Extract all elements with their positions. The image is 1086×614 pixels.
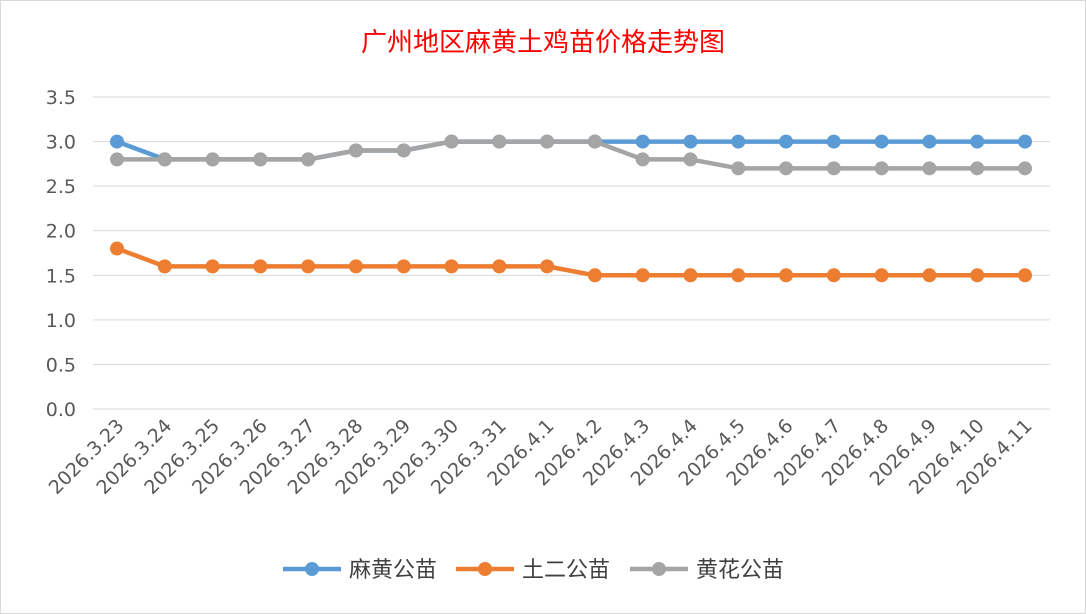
- data-point: [826, 134, 841, 149]
- data-point: [444, 134, 459, 149]
- data-point: [683, 134, 698, 149]
- data-point: [970, 134, 985, 149]
- data-point: [970, 268, 985, 283]
- data-point: [348, 143, 363, 158]
- x-axis-ticks: 2026.3.232026.3.242026.3.252026.3.262026…: [45, 415, 1037, 499]
- data-point: [635, 152, 650, 167]
- y-tick-label: 3.0: [46, 132, 76, 154]
- data-point: [922, 161, 937, 176]
- data-point: [635, 268, 650, 283]
- data-point: [826, 268, 841, 283]
- data-point: [683, 268, 698, 283]
- data-point: [731, 161, 746, 176]
- y-tick-label: 0.5: [46, 354, 76, 376]
- y-tick-label: 1.0: [46, 310, 76, 332]
- data-point: [444, 259, 459, 274]
- y-tick-label: 1.5: [46, 265, 76, 287]
- chart-title: 广州地区麻黄土鸡苗价格走势图: [360, 28, 725, 58]
- data-point: [1018, 161, 1032, 176]
- data-point: [1018, 134, 1032, 149]
- series-2: [110, 241, 1032, 283]
- data-point: [779, 134, 794, 149]
- data-point: [110, 134, 124, 149]
- data-point: [731, 134, 746, 149]
- data-point: [970, 161, 985, 176]
- data-point: [587, 268, 602, 283]
- data-point: [874, 268, 889, 283]
- series-line: [114, 139, 1028, 171]
- data-point: [110, 152, 124, 167]
- data-point: [492, 134, 507, 149]
- data-point: [540, 134, 555, 149]
- data-point: [1018, 268, 1032, 283]
- data-point: [779, 268, 794, 283]
- data-point: [635, 134, 650, 149]
- data-point: [301, 259, 316, 274]
- legend: 麻黄公苗 土二公苗 黄花公苗: [283, 558, 784, 583]
- legend-label: 土二公苗: [522, 558, 610, 583]
- data-point: [587, 134, 602, 149]
- data-point: [874, 134, 889, 149]
- data-point: [157, 152, 172, 167]
- data-point: [205, 152, 220, 167]
- series-line: [114, 139, 1028, 162]
- data-point: [874, 161, 889, 176]
- legend-swatch-marker: [305, 562, 319, 576]
- y-axis-ticks: 0.0 0.5 1.0 1.5 2.0 2.5 3.0 3.5: [46, 87, 76, 421]
- y-tick-label: 2.0: [46, 221, 76, 243]
- data-point: [540, 259, 555, 274]
- data-point: [922, 134, 937, 149]
- data-point: [205, 259, 220, 274]
- legend-swatch-marker: [652, 562, 666, 576]
- y-tick-label: 0.0: [46, 399, 76, 421]
- data-point: [396, 143, 411, 158]
- data-point: [348, 259, 363, 274]
- series-line: [114, 246, 1028, 278]
- y-tick-label: 2.5: [46, 176, 76, 198]
- legend-item: 麻黄公苗: [283, 558, 437, 583]
- series-3: [110, 134, 1032, 176]
- y-tick-label: 3.5: [46, 87, 76, 109]
- data-point: [110, 241, 124, 256]
- data-point: [779, 161, 794, 176]
- legend-label: 麻黄公苗: [349, 558, 437, 583]
- data-point: [157, 259, 172, 274]
- legend-item: 黄花公苗: [630, 558, 784, 583]
- data-point: [253, 259, 268, 274]
- data-point: [826, 161, 841, 176]
- data-point: [396, 259, 411, 274]
- data-point: [683, 152, 698, 167]
- legend-label: 黄花公苗: [696, 558, 784, 583]
- legend-item: 土二公苗: [456, 558, 610, 583]
- data-point: [922, 268, 937, 283]
- data-point: [492, 259, 507, 274]
- legend-swatch-marker: [478, 562, 492, 576]
- series-lines: [110, 134, 1032, 283]
- data-point: [301, 152, 316, 167]
- data-point: [253, 152, 268, 167]
- data-point: [731, 268, 746, 283]
